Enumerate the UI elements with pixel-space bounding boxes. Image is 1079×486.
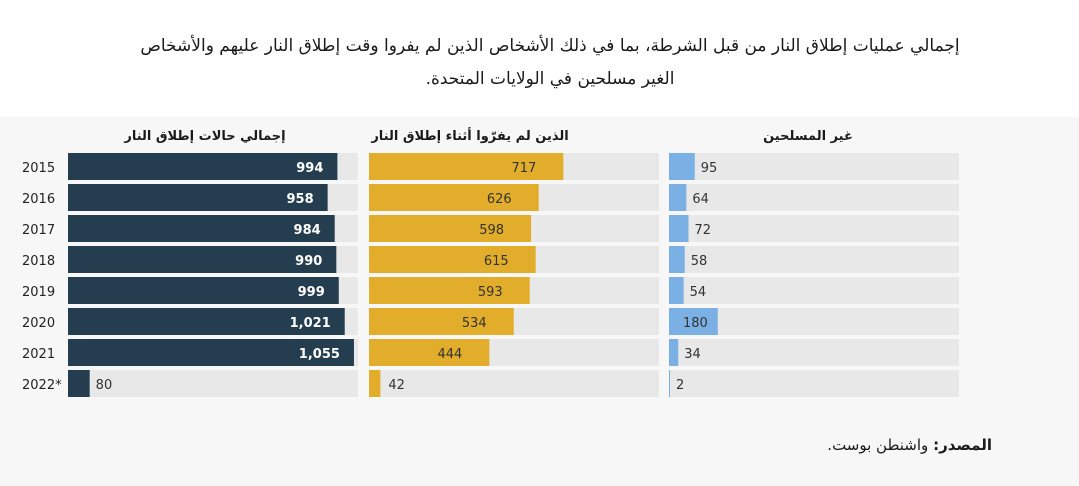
data-label: 615 (484, 254, 509, 269)
data-label: 180 (683, 316, 708, 331)
not-fleeing-bar (369, 215, 532, 242)
unarmed-bar (669, 246, 685, 273)
not-fleeing-bar (369, 277, 530, 304)
year-label: 2016 (22, 192, 55, 207)
data-label: 534 (462, 316, 487, 331)
data-label: 72 (695, 223, 712, 238)
total-bar (68, 215, 335, 242)
total-bar (68, 246, 337, 273)
data-label: 626 (487, 192, 512, 207)
data-label: 990 (295, 254, 322, 269)
data-label: 717 (511, 161, 536, 176)
bar-track (369, 370, 659, 397)
unarmed-bar (669, 153, 695, 180)
bar-track (669, 184, 959, 211)
year-label: 2020 (22, 316, 55, 331)
unarmed-bar (669, 184, 687, 211)
unarmed-bar (669, 339, 679, 366)
data-label: 598 (479, 223, 504, 238)
data-label: 1,055 (299, 347, 340, 362)
not-fleeing-bar (369, 370, 381, 397)
unarmed-bar (669, 215, 689, 242)
data-label: 54 (690, 285, 707, 300)
bar-track (669, 246, 959, 273)
not-fleeing-bar (369, 153, 564, 180)
data-label: 958 (287, 192, 314, 207)
bar-track (669, 370, 959, 397)
bar-track (669, 215, 959, 242)
year-label: 2019 (22, 285, 55, 300)
data-label: 95 (701, 161, 718, 176)
total-bar (68, 339, 354, 366)
data-label: 58 (691, 254, 708, 269)
source-note: المصدر: واشنطن بوست. (827, 436, 992, 454)
year-label: 2017 (22, 223, 55, 238)
total-bar (68, 184, 328, 211)
data-label: 999 (298, 285, 325, 300)
data-label: 34 (684, 347, 701, 362)
unarmed-bar (669, 308, 718, 335)
year-label: 2018 (22, 254, 55, 269)
not-fleeing-bar (369, 246, 536, 273)
bar-track (669, 277, 959, 304)
data-label: 994 (296, 161, 323, 176)
series-header: إجمالي حالات إطلاق النار (123, 129, 285, 144)
total-bar (68, 370, 90, 397)
bar-track (669, 339, 959, 366)
data-label: 593 (478, 285, 503, 300)
data-label: 42 (388, 378, 405, 393)
total-bar (68, 277, 339, 304)
not-fleeing-bar (369, 308, 514, 335)
unarmed-bar (669, 370, 670, 397)
not-fleeing-bar (369, 184, 539, 211)
data-label: 80 (96, 378, 113, 393)
chart-title: إجمالي عمليات إطلاق النار من قبل الشرطة،… (140, 36, 960, 89)
bar-track (68, 370, 358, 397)
data-label: 1,021 (290, 316, 331, 331)
not-fleeing-bar (369, 339, 490, 366)
series-header: الذين لم يفرّوا أثناء إطلاق النار (370, 127, 568, 144)
year-label: 2015 (22, 161, 55, 176)
data-label: 2 (676, 378, 684, 393)
data-label: 984 (294, 223, 321, 238)
year-label: 2022* (22, 378, 62, 393)
source-label: المصدر: (933, 436, 992, 454)
data-label: 64 (692, 192, 709, 207)
data-label: 444 (438, 347, 463, 362)
unarmed-bar (669, 277, 684, 304)
total-bar (68, 153, 338, 180)
series-header: غير المسلحين (763, 129, 853, 144)
year-label: 2021 (22, 347, 55, 362)
bar-track (669, 153, 959, 180)
source-text: واشنطن بوست. (827, 436, 929, 454)
total-bar (68, 308, 345, 335)
